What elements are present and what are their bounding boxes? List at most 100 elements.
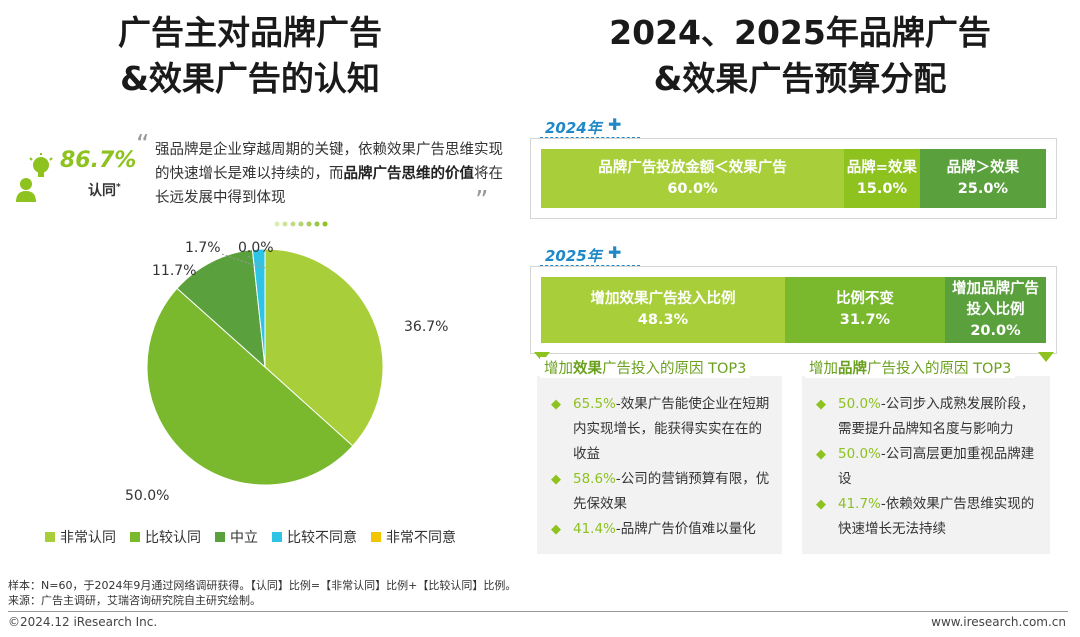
reasons-brand-heading: 增加品牌广告投入的原因 TOP3 [805, 357, 1016, 378]
legend-label: 比较认同 [145, 530, 201, 546]
bar-segment-label: 比例不变 [835, 291, 894, 307]
reason-percentage: 58.6% [573, 471, 616, 487]
diamond-bullet-icon: ◆ [816, 497, 826, 512]
bar-segment-label: 品牌＞效果 [946, 159, 1020, 176]
copyright: ©2024.12 iResearch Inc. [8, 615, 158, 629]
footnote: 样本：N=60，于2024年9月通过网络调研获得。【认同】比例=【非常认同】比例… [8, 578, 516, 608]
reason-text: -品牌广告价值难以量化 [615, 521, 756, 537]
pie-data-label: 50.0% [125, 488, 169, 504]
legend-item: 比较认同 [130, 527, 201, 547]
footer-divider [8, 611, 1068, 612]
bar-segment: 品牌广告投放金额＜效果广告 60.0% [541, 149, 844, 208]
diamond-bullet-icon: ◆ [816, 447, 826, 462]
bar-segment-label: 品牌=效果 [846, 159, 917, 176]
right-title-line1: 2024、2025年品牌广告 [609, 13, 991, 52]
legend-swatch [215, 532, 225, 542]
year-2025-label: 2025年 [545, 247, 602, 265]
pie-slice [146, 287, 354, 486]
legend-swatch [130, 532, 140, 542]
reason-text: -依赖效果广告思维实现的快速增长无法持续 [838, 496, 1035, 537]
bar-2025: 增加效果广告投入比例 48.3% 比例不变 31.7% 增加品牌广告投入比例 20.0% [530, 266, 1057, 354]
bar-2024: 品牌广告投放金额＜效果广告 60.0% 品牌=效果 15.0% 品牌＞效果 25.0% [530, 138, 1057, 219]
left-title: 广告主对品牌广告 &效果广告的认知 [80, 10, 420, 102]
reason-text: -公司高层更加重视品牌建设 [838, 446, 1035, 487]
reasons-effect-box: ◆ 65.5%-效果广告能使企业在短期内实现增长，能获得实实在在的收益 ◆ 58.6%… [537, 376, 782, 554]
bar-segment-value: 20.0% [970, 322, 1021, 339]
diamond-bullet-icon: ◆ [551, 522, 561, 537]
pie-data-label: 0.0% [238, 240, 274, 256]
bar-segment: 比例不变 31.7% [784, 277, 945, 343]
diamond-bullet-icon: ◆ [551, 472, 561, 487]
puzzle-icon: ✚ [608, 115, 622, 134]
reason-percentage: 41.4% [573, 521, 616, 537]
pie-slice [176, 249, 266, 369]
reason-item: ◆ 41.7%-依赖效果广告思维实现的快速增长无法持续 [816, 492, 1038, 542]
reason-item: ◆ 50.0%-公司高层更加重视品牌建设 [816, 442, 1038, 492]
reason-item: ◆ 50.0%-公司步入成熟发展阶段，需要提升品牌知名度与影响力 [816, 392, 1038, 442]
year-2024-label: 2024年 [545, 119, 602, 137]
legend-label: 非常认同 [60, 530, 116, 546]
left-title-line2: &效果广告的认知 [120, 59, 380, 98]
reason-text: -公司步入成熟发展阶段，需要提升品牌知名度与影响力 [838, 396, 1035, 437]
reasons-brand-box: ◆ 50.0%-公司步入成熟发展阶段，需要提升品牌知名度与影响力 ◆ 50.0%-公司… [802, 376, 1050, 554]
left-title-line1: 广告主对品牌广告 [118, 13, 382, 52]
reason-item: ◆ 58.6%-公司的营销预算有限，优先保效果 [551, 467, 770, 517]
bar-segment: 品牌=效果 15.0% [844, 149, 920, 208]
bar-segment-value: 48.3% [637, 312, 689, 328]
pie-data-label: 36.7% [404, 319, 448, 335]
legend-item: 中立 [215, 527, 258, 547]
legend-swatch [272, 532, 282, 542]
person-idea-icon [16, 153, 53, 202]
bar-segment: 品牌＞效果 25.0% [919, 149, 1046, 208]
pie-slice [251, 248, 266, 368]
open-quote-mark: “ [136, 130, 150, 160]
reason-percentage: 65.5% [573, 396, 616, 412]
legend-swatch [371, 532, 381, 542]
reason-percentage: 50.0% [838, 446, 881, 462]
reason-text: -公司的营销预算有限，优先保效果 [573, 471, 770, 512]
bar-segment-label: 增加品牌广告投入比例 [951, 280, 1039, 318]
bar-segment-label: 增加效果广告投入比例 [590, 291, 736, 307]
divider [540, 137, 640, 138]
reasons-effect-list: ◆ 65.5%-效果广告能使企业在短期内实现增长，能获得实实在在的收益 ◆ 58.6%… [551, 392, 770, 542]
reasons-effect-heading: 增加效果广告投入的原因 TOP3 [540, 357, 751, 378]
diamond-bullet-icon: ◆ [816, 397, 826, 412]
close-quote-mark: ” [475, 186, 489, 216]
bar-segment-label: 品牌广告投放金额＜效果广告 [598, 159, 787, 176]
stat-percentage: 86.7% [60, 148, 137, 173]
bar-segment-value: 25.0% [957, 180, 1009, 197]
footnote-source: 来源：广告主调研，艾瑞咨询研究院自主研究绘制。 [8, 594, 261, 607]
leader-line [221, 253, 263, 269]
footnote-sample: 样本：N=60，于2024年9月通过网络调研获得。【认同】比例=【非常认同】比例… [8, 579, 517, 592]
leader-line [247, 255, 266, 269]
bar-segment-value: 31.7% [839, 312, 891, 328]
puzzle-icon: ✚ [608, 243, 622, 262]
legend-label: 比较不同意 [287, 530, 357, 546]
stat-label: 认同* [88, 182, 121, 199]
reason-percentage: 41.7% [838, 496, 881, 512]
diamond-bullet-icon: ◆ [551, 397, 561, 412]
legend-item: 非常不同意 [371, 527, 456, 547]
reason-item: ◆ 41.4%-品牌广告价值难以量化 [551, 517, 770, 542]
reasons-brand-list: ◆ 50.0%-公司步入成熟发展阶段，需要提升品牌知名度与影响力 ◆ 50.0%-公司… [816, 392, 1038, 542]
quote-text: 强品牌是企业穿越周期的关键，依赖效果广告思维实现的快速增长是难以持续的，而品牌广… [155, 142, 503, 206]
website-link[interactable]: www.iresearch.com.cn [931, 615, 1066, 629]
dots-decoration [274, 221, 328, 227]
divider [540, 265, 640, 266]
legend-label: 中立 [230, 530, 258, 546]
reason-text: -效果广告能使企业在短期内实现增长，能获得实实在在的收益 [573, 396, 770, 462]
bar-segment-value: 60.0% [667, 180, 718, 197]
pie-data-label: 11.7% [152, 263, 196, 279]
bar-segment-value: 15.0% [856, 180, 908, 197]
legend-swatch [45, 532, 55, 542]
right-title-line2: &效果广告预算分配 [653, 59, 947, 98]
triangle-right-icon [1038, 352, 1054, 362]
legend-item: 非常认同 [45, 527, 116, 547]
legend-label: 非常不同意 [386, 530, 456, 546]
chart-legend: 非常认同 比较认同 中立 比较不同意 非常不同意 [45, 527, 456, 547]
bar-segment: 增加效果广告投入比例 48.3% [541, 277, 785, 343]
legend-item: 比较不同意 [272, 527, 357, 547]
pie-slice [264, 248, 384, 447]
bar-segment: 增加品牌广告投入比例 20.0% [944, 277, 1046, 343]
reason-item: ◆ 65.5%-效果广告能使企业在短期内实现增长，能获得实实在在的收益 [551, 392, 770, 467]
